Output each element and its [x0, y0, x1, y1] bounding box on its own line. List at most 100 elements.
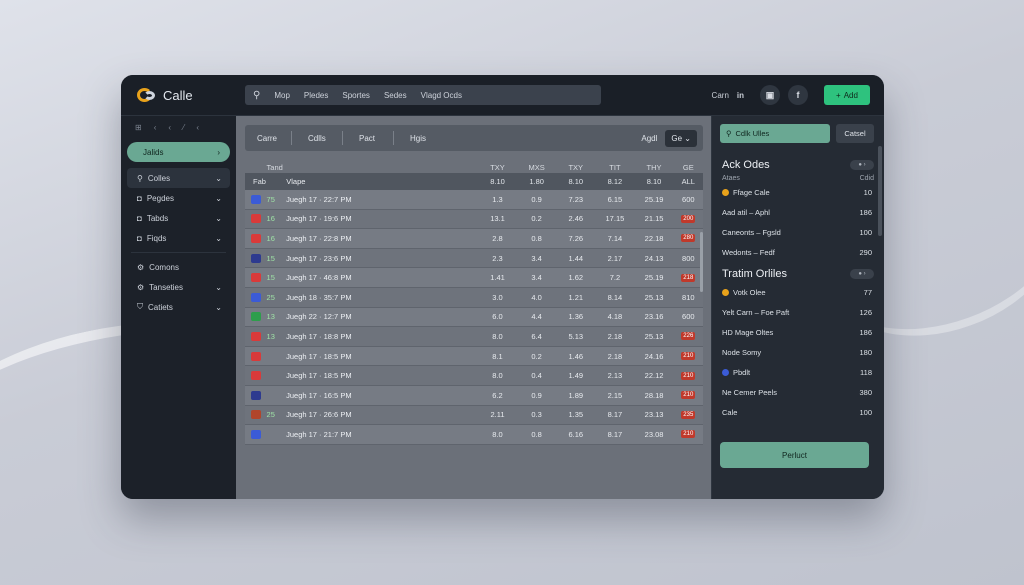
list-item[interactable]: Votk Olee 77 [712, 282, 884, 302]
odds-total[interactable]: 200 [674, 214, 703, 223]
chevron-left-icon[interactable]: ‹ [196, 122, 200, 132]
logo[interactable]: Calle [137, 87, 193, 103]
list-item[interactable]: Yelt Carn – Foe Paft 126 [712, 302, 884, 322]
odds-cell[interactable]: 8.0 [492, 331, 503, 341]
table-row[interactable]: 25 Juegh 18 · 35:7 PM 3.0 4.0 1.21 8.14 25.13 8… [245, 287, 703, 308]
odds-cell[interactable]: 8.17 [607, 429, 623, 439]
submit-button[interactable]: Perluct [720, 442, 869, 468]
odds-cell[interactable]: 5.13 [568, 331, 584, 341]
nav-link[interactable]: Sportes [342, 90, 370, 100]
odds-cell[interactable]: 7.2 [609, 273, 621, 283]
odds-cell[interactable]: 8.0 [492, 429, 503, 439]
odds-cell[interactable]: 28.18 [644, 390, 664, 400]
odds-cell[interactable]: 1.35 [568, 410, 584, 420]
nav-link[interactable]: Mop [274, 90, 290, 100]
filter-select[interactable]: Ge ⌄ [665, 129, 697, 147]
odds-cell[interactable]: 3.4 [531, 273, 542, 283]
odds-cell[interactable]: 0.4 [531, 371, 542, 381]
odds-cell[interactable]: 2.15 [607, 390, 623, 400]
list-item[interactable]: Cale 100 [712, 402, 884, 422]
list-item[interactable]: HD Mage Oltes 186 [712, 322, 884, 342]
odds-cell[interactable]: 17.15 [605, 214, 625, 224]
nav-link[interactable]: Pledes [303, 90, 329, 100]
odds-cell[interactable]: 22.12 [644, 371, 664, 381]
odds-cell[interactable]: 6.0 [492, 312, 503, 322]
odds-cell[interactable]: 1.3 [492, 194, 503, 204]
odds-cell[interactable]: 0.2 [531, 351, 542, 361]
odds-cell[interactable]: 23.08 [644, 429, 664, 439]
sidebar-item[interactable]: ⚲ Colles ⌄ [127, 168, 230, 188]
chevron-left-icon[interactable]: ‹ [168, 122, 172, 132]
nav-link[interactable]: Vlagd Ocds [420, 90, 462, 100]
column-header[interactable]: ALL [681, 177, 695, 186]
column-header[interactable]: 8.12 [607, 177, 623, 186]
odds-cell[interactable]: 6.2 [492, 390, 503, 400]
odds-cell[interactable]: 25.13 [644, 292, 664, 302]
odds-cell[interactable]: 24.13 [644, 253, 664, 263]
odds-total[interactable]: 600 [674, 195, 703, 204]
table-row[interactable]: 25 Juegh 17 · 26:6 PM 2.11 0.3 1.35 8.17 23.13… [245, 405, 703, 426]
odds-cell[interactable]: 7.23 [568, 194, 584, 204]
cancel-button[interactable]: Catsel [836, 124, 874, 143]
odds-cell[interactable]: 21.15 [644, 214, 664, 224]
column-header[interactable]: Vlape [286, 177, 306, 186]
odds-total[interactable]: 810 [674, 293, 703, 302]
odds-cell[interactable]: 23.16 [644, 312, 664, 322]
odds-cell[interactable]: 25.19 [644, 273, 664, 283]
odds-cell[interactable]: 4.4 [531, 312, 542, 322]
search-bar[interactable]: ⚲ Mop Pledes Sportes Sedes Vlagd Ocds [245, 85, 601, 105]
odds-total[interactable]: 226 [674, 332, 703, 341]
odds-cell[interactable]: 1.89 [568, 390, 584, 400]
add-button[interactable]: + Add [824, 85, 870, 105]
odds-cell[interactable]: 0.8 [531, 429, 542, 439]
odds-cell[interactable]: 6.16 [568, 429, 584, 439]
odds-cell[interactable]: 0.3 [531, 410, 542, 420]
table-row[interactable]: Juegh 17 · 16:5 PM 6.2 0.9 1.89 2.15 28.18 210 [245, 385, 703, 406]
odds-cell[interactable]: 8.1 [492, 351, 503, 361]
odds-total[interactable]: 600 [674, 312, 703, 321]
odds-cell[interactable]: 2.13 [607, 371, 623, 381]
facebook-button[interactable]: f [788, 85, 808, 105]
list-item[interactable]: Pbdlt 118 [712, 362, 884, 382]
section-toggle[interactable]: ● › [850, 160, 874, 170]
odds-cell[interactable]: 6.15 [607, 194, 623, 204]
odds-cell[interactable]: 0.9 [531, 390, 542, 400]
odds-cell[interactable]: 2.18 [607, 331, 623, 341]
column-header[interactable]: 1.80 [529, 177, 544, 186]
odds-cell[interactable]: 1.46 [568, 351, 584, 361]
odds-cell[interactable]: 2.18 [607, 351, 623, 361]
list-item[interactable]: Ne Cemer Peels 380 [712, 382, 884, 402]
table-row[interactable]: 15 Juegh 17 · 23:6 PM 2.3 3.4 1.44 2.17 24.13 8… [245, 248, 703, 269]
filter-tab[interactable]: Cdlls [308, 133, 326, 143]
wallet-button[interactable]: ▣ [760, 85, 780, 105]
linkedin-icon[interactable]: in [736, 90, 744, 100]
nav-link[interactable]: Sedes [383, 90, 407, 100]
sidebar-item[interactable]: ⚙ Tanseties ⌄ [127, 277, 230, 297]
odds-cell[interactable]: 2.46 [568, 214, 584, 224]
list-item[interactable]: Node Somy 180 [712, 342, 884, 362]
scrollbar[interactable] [700, 232, 703, 292]
odds-cell[interactable]: 1.49 [568, 371, 584, 381]
odds-cell[interactable]: 0.2 [531, 214, 542, 224]
panel-search-input[interactable]: ⚲ Cdlk Ulles [720, 124, 830, 143]
odds-cell[interactable]: 0.9 [531, 194, 542, 204]
odds-total[interactable]: 800 [674, 254, 703, 263]
sidebar-item[interactable]: ◘ Tabds ⌄ [127, 208, 230, 228]
list-item[interactable]: Aad atil – Aphl 186 [712, 202, 884, 222]
table-row[interactable]: 16 Juegh 17 · 19:6 PM 13.1 0.2 2.46 17.15 21.1… [245, 209, 703, 230]
odds-cell[interactable]: 23.13 [644, 410, 664, 420]
table-row[interactable]: Juegh 17 · 21:7 PM 8.0 0.8 6.16 8.17 23.08 210 [245, 425, 703, 445]
odds-cell[interactable]: 7.14 [607, 233, 623, 243]
list-item[interactable]: Wedonts – Fedf 290 [712, 242, 884, 262]
odds-cell[interactable]: 1.36 [568, 312, 584, 322]
odds-cell[interactable]: 8.17 [607, 410, 623, 420]
odds-cell[interactable]: 1.21 [568, 292, 584, 302]
table-row[interactable]: 13 Juegh 17 · 18:8 PM 8.0 6.4 5.13 2.18 25.13 2… [245, 327, 703, 347]
table-row[interactable]: 13 Juegh 22 · 12:7 PM 6.0 4.4 1.36 4.18 23.16 6… [245, 307, 703, 328]
sidebar-item[interactable]: ◘ Fiqds ⌄ [127, 228, 230, 248]
odds-cell[interactable]: 4.18 [607, 312, 623, 322]
table-row[interactable]: 15 Juegh 17 · 46:8 PM 1.41 3.4 1.62 7.2 25.19 2… [245, 268, 703, 288]
odds-cell[interactable]: 2.8 [492, 233, 503, 243]
odds-cell[interactable]: 2.11 [490, 410, 505, 420]
odds-cell[interactable]: 4.0 [531, 292, 542, 302]
